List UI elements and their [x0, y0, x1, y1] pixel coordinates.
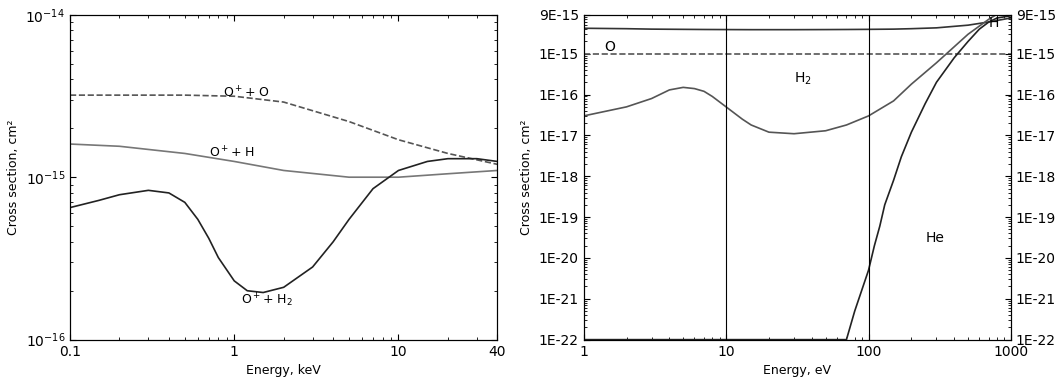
Text: O: O	[605, 40, 615, 53]
Y-axis label: Cross section, cm²: Cross section, cm²	[520, 119, 533, 235]
Text: O$^+$+ O: O$^+$+ O	[222, 85, 269, 101]
Y-axis label: Cross section, cm²: Cross section, cm²	[7, 119, 20, 235]
Text: H$_2$: H$_2$	[794, 70, 812, 86]
Text: O$^+$+ H$_2$: O$^+$+ H$_2$	[241, 291, 292, 309]
Text: He: He	[925, 232, 944, 245]
Text: H: H	[989, 17, 999, 30]
X-axis label: Energy, keV: Energy, keV	[247, 364, 321, 377]
Text: O$^+$+ H: O$^+$+ H	[208, 145, 254, 160]
X-axis label: Energy, eV: Energy, eV	[763, 364, 831, 377]
